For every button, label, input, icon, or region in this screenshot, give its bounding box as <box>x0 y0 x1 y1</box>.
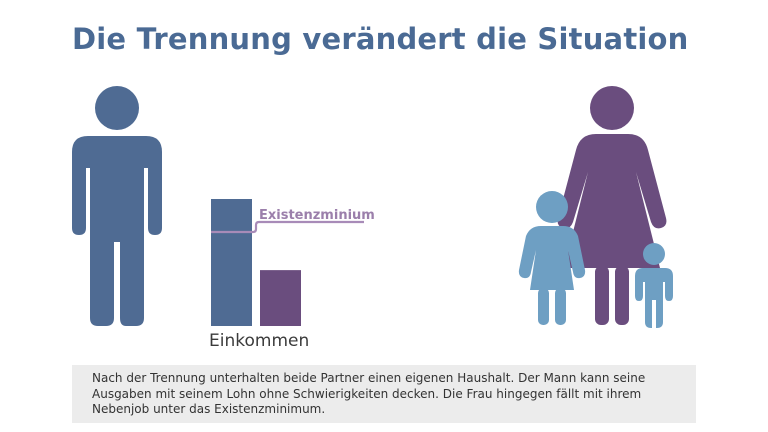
woman-icon <box>557 86 667 325</box>
bar-man-income <box>211 199 252 326</box>
caption-box: Nach der Trennung unterhalten beide Part… <box>72 365 696 423</box>
existenzminimum-line <box>211 220 364 234</box>
page-title: Die Trennung verändert die Situation <box>72 22 689 56</box>
child-girl-icon <box>518 191 586 325</box>
bar-woman-income <box>260 270 301 326</box>
caption-text: Nach der Trennung unterhalten beide Part… <box>92 371 646 416</box>
existenzminimum-label: Existenzminium <box>259 208 375 223</box>
einkommen-label: Einkommen <box>209 331 310 351</box>
child-boy-icon <box>635 243 673 328</box>
income-bar-chart <box>211 199 364 326</box>
man-icon <box>72 86 162 326</box>
